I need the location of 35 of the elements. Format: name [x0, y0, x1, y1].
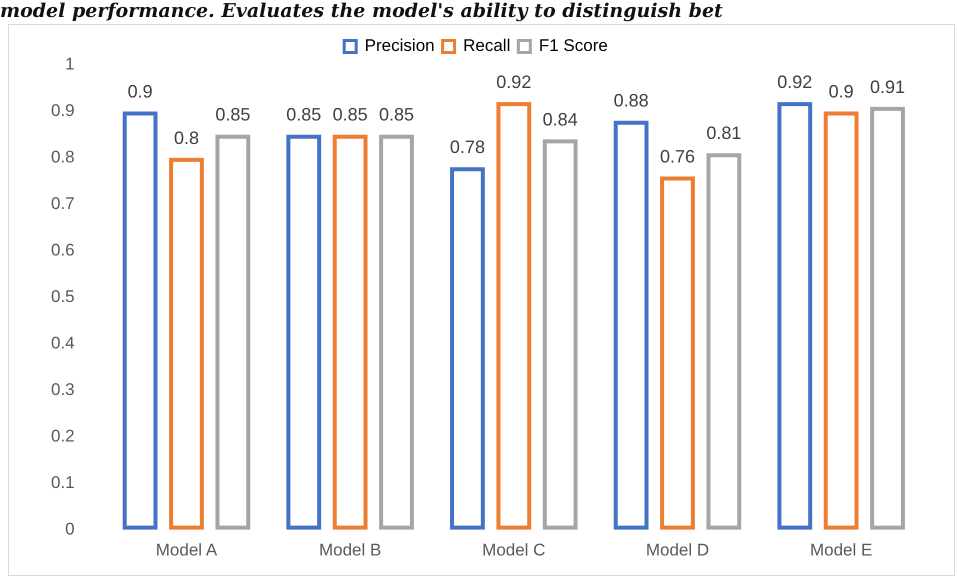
y-tick-label: 0.1 — [50, 472, 75, 492]
data-label: 0.84 — [542, 109, 578, 130]
data-label: 0.85 — [378, 104, 414, 125]
y-tick-label: 1 — [65, 54, 75, 74]
text: model performance. Evaluates the model's ability to distinguish bet — [0, 0, 724, 24]
data-label: 0.88 — [614, 90, 649, 111]
x-tick-label: Model E — [810, 540, 872, 560]
data-label: 0.78 — [450, 137, 485, 158]
data-label: 0.9 — [828, 81, 854, 102]
data-label: 0.85 — [332, 104, 368, 125]
y-tick-label: 0.7 — [50, 194, 75, 214]
data-label: 0.8 — [174, 128, 199, 148]
y-tick-label: 0.6 — [50, 240, 75, 260]
data-label: 0.85 — [286, 104, 322, 125]
y-tick-label: 0.2 — [50, 426, 75, 446]
data-label: 0.76 — [660, 146, 696, 166]
x-tick-label: Model D — [646, 540, 710, 560]
y-tick-label: 0 — [65, 519, 75, 538]
legend-label: F1 Score — [538, 36, 608, 56]
x-tick-label: Model A — [156, 540, 218, 560]
x-tick-label: Model C — [482, 540, 546, 560]
y-tick-label: 0.9 — [50, 101, 75, 120]
data-label: 0.81 — [706, 123, 742, 144]
data-label: 0.85 — [215, 104, 250, 125]
y-tick-label: 0.4 — [50, 333, 75, 352]
y-tick-label: 0.8 — [50, 148, 75, 167]
legend-label: Precision — [364, 36, 435, 56]
y-tick-label: 0.3 — [50, 380, 75, 399]
legend-label: Recall — [463, 36, 510, 56]
x-tick-label: Model B — [318, 540, 382, 560]
data-label: 0.9 — [128, 81, 153, 102]
data-label: 0.92 — [496, 72, 532, 92]
data-label: 0.92 — [777, 72, 812, 92]
data-label: 0.91 — [870, 76, 906, 97]
y-tick-label: 0.5 — [50, 286, 75, 306]
